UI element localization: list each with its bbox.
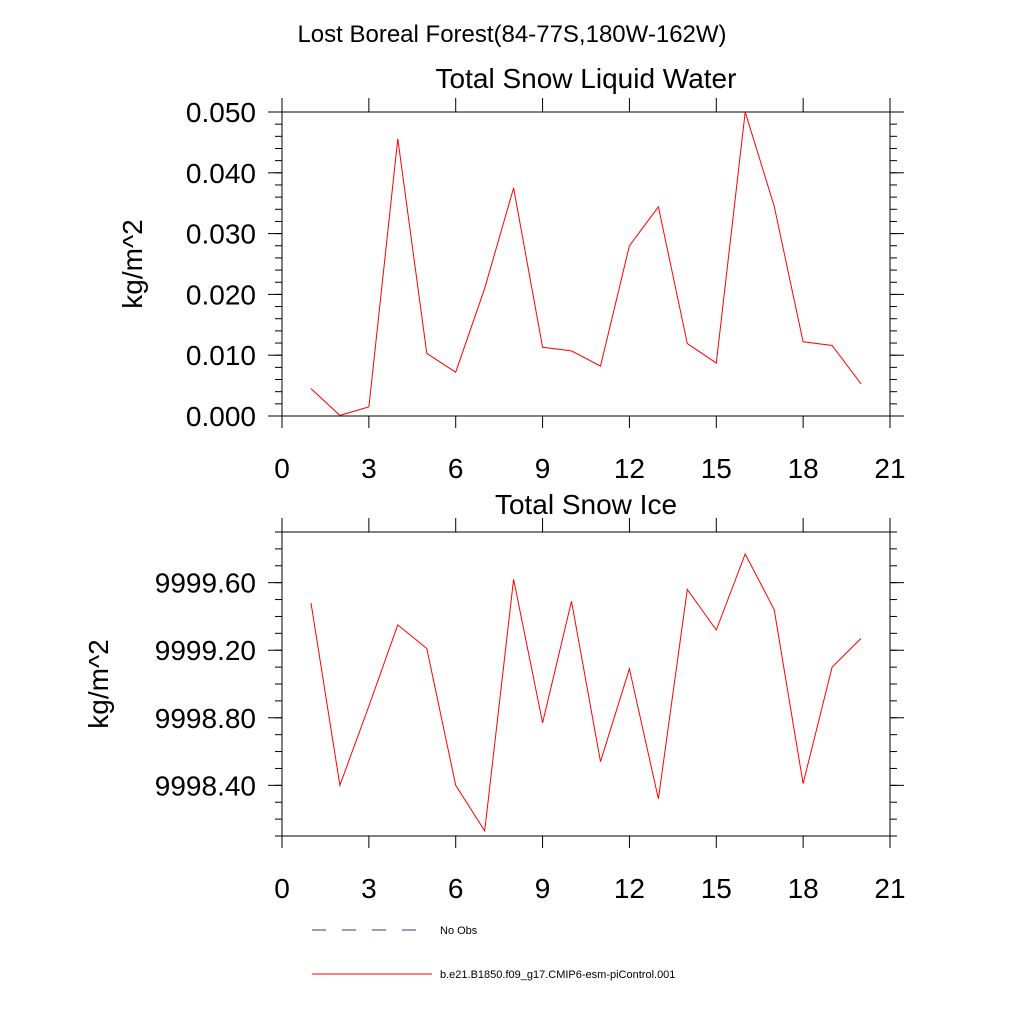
x-tick-label: 3 bbox=[361, 453, 377, 484]
chart-title: Total Snow Liquid Water bbox=[436, 63, 737, 94]
y-axis-label: kg/m^2 bbox=[83, 639, 114, 728]
x-tick-label: 18 bbox=[788, 873, 819, 904]
legend: No Obs b.e21.B1850.f09_g17.CMIP6-esm-piC… bbox=[312, 925, 675, 981]
x-tick-label: 18 bbox=[788, 453, 819, 484]
figure-title: Lost Boreal Forest(84-77S,180W-162W) bbox=[297, 21, 726, 48]
x-tick-label: 0 bbox=[274, 453, 290, 484]
y-tick-label: 9998.80 bbox=[155, 703, 256, 734]
x-tick-label: 3 bbox=[361, 873, 377, 904]
series-line bbox=[310, 552, 862, 833]
y-tick-label: 9998.40 bbox=[155, 770, 256, 801]
chart-title: Total Snow Ice bbox=[495, 489, 677, 520]
x-tick-label: 21 bbox=[874, 453, 905, 484]
legend-model-label: b.e21.B1850.f09_g17.CMIP6-esm-piControl.… bbox=[440, 969, 675, 981]
x-tick-label: 15 bbox=[701, 453, 732, 484]
plot-frame bbox=[281, 111, 891, 417]
x-tick-label: 6 bbox=[448, 453, 464, 484]
x-tick-label: 9 bbox=[535, 453, 551, 484]
series-line bbox=[310, 111, 862, 416]
y-tick-label: 0.020 bbox=[186, 279, 256, 310]
chart-total-snow-ice: Total Snow Ice kg/m^2 0 3 6 9 12 15 18 21 9998.40 9… bbox=[83, 489, 906, 904]
x-tick-label: 15 bbox=[701, 873, 732, 904]
chart-total-snow-liquid-water: Total Snow Liquid Water kg/m^2 0 3 6 9 12 15 18 2… bbox=[117, 63, 906, 484]
x-tick-label: 12 bbox=[614, 873, 645, 904]
y-tick-label: 0.050 bbox=[186, 97, 256, 128]
x-tick-label: 12 bbox=[614, 453, 645, 484]
y-tick-label: 9999.20 bbox=[155, 635, 256, 666]
y-tick-label: 0.030 bbox=[186, 219, 256, 250]
x-tick-label: 6 bbox=[448, 873, 464, 904]
y-axis-label: kg/m^2 bbox=[117, 219, 148, 308]
x-tick-label: 21 bbox=[874, 873, 905, 904]
x-tick-label: 0 bbox=[274, 873, 290, 904]
y-tick-label: 0.010 bbox=[186, 340, 256, 371]
y-tick-label: 0.000 bbox=[186, 401, 256, 432]
legend-no-obs-label: No Obs bbox=[440, 925, 478, 937]
x-tick-label: 9 bbox=[535, 873, 551, 904]
y-tick-label: 0.040 bbox=[186, 158, 256, 189]
y-tick-label: 9999.60 bbox=[155, 568, 256, 599]
